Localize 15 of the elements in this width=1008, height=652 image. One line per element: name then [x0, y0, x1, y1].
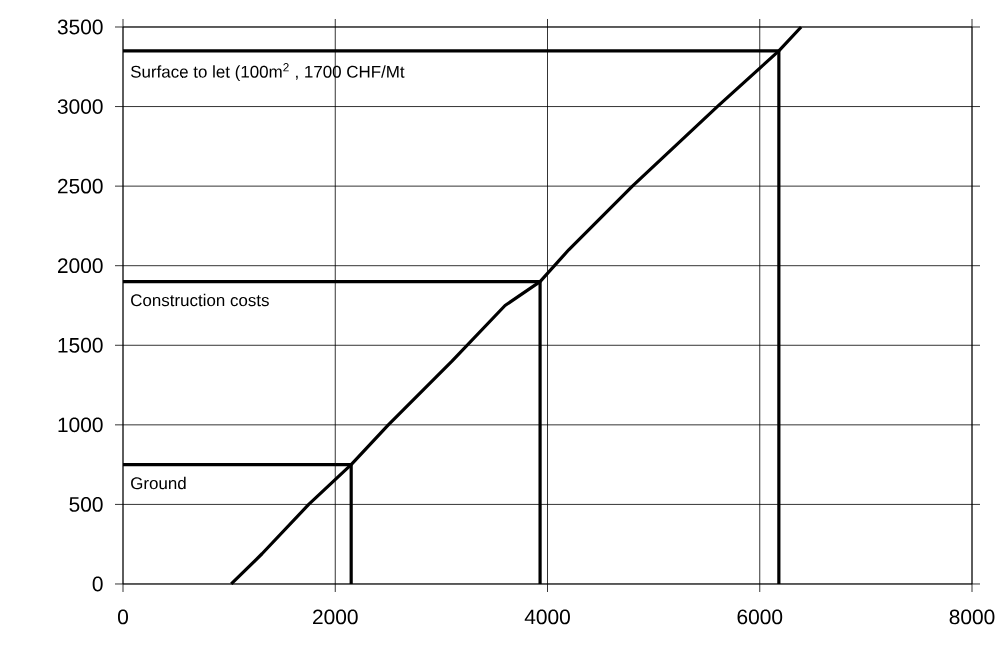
x-tick-label: 6000	[737, 609, 783, 625]
series-label: Construction costs	[131, 293, 269, 307]
y-tick-label: 500	[69, 497, 103, 512]
x-tick-label: 2000	[313, 609, 358, 625]
y-tick-label: 3000	[57, 99, 103, 114]
y-tick-label: 1500	[58, 337, 103, 353]
x-tick-label: 8000	[949, 609, 995, 625]
x-tick-label: 0	[118, 609, 128, 625]
y-tick-label: 1000	[58, 417, 103, 433]
y-tick-label: 3500	[57, 19, 103, 35]
y-tick-label: 2000	[57, 258, 103, 274]
y-tick-label: 0	[92, 576, 103, 592]
series-label: Ground	[131, 476, 186, 490]
y-tick-label: 2500	[57, 178, 103, 194]
x-tick-label: 4000	[524, 609, 570, 625]
